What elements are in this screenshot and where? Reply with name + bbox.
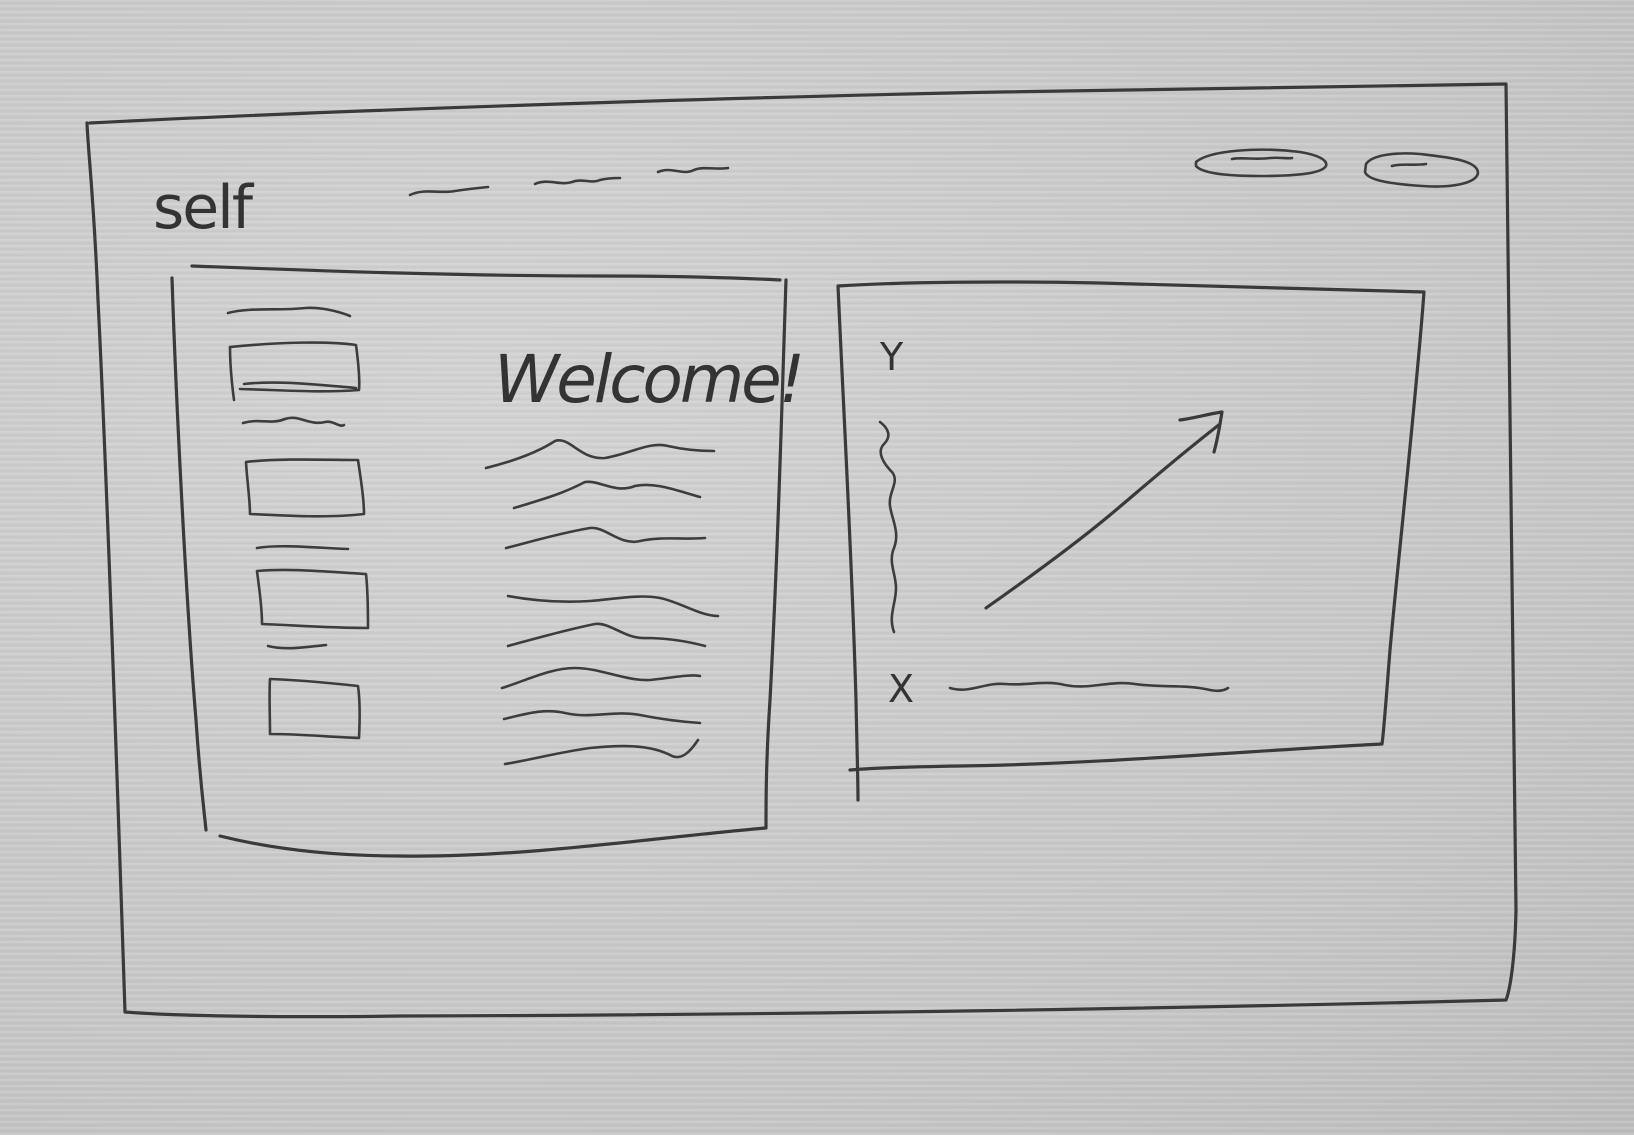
paragraph-line xyxy=(500,666,702,690)
nav-link-3[interactable] xyxy=(656,166,730,174)
secondary-action-button[interactable] xyxy=(1363,152,1480,188)
field-label-4 xyxy=(266,643,328,650)
trend-arrowhead xyxy=(1178,410,1224,454)
welcome-paragraph xyxy=(484,439,720,766)
paragraph-line xyxy=(503,738,700,766)
input-field-1[interactable] xyxy=(228,341,361,402)
chart-panel-frame xyxy=(836,280,1426,802)
y-axis-ticks xyxy=(878,420,898,634)
secondary-action-button-label xyxy=(1390,162,1428,168)
paragraph-line xyxy=(484,439,716,470)
x-axis-label: X xyxy=(888,667,914,711)
x-axis-ticks xyxy=(948,681,1230,693)
nav-link-2[interactable] xyxy=(533,176,622,186)
input-field-4[interactable] xyxy=(268,677,361,740)
field-label-3 xyxy=(255,544,350,551)
nav-link-1[interactable] xyxy=(408,185,490,197)
paragraph-line xyxy=(512,480,702,510)
app-logo[interactable]: self xyxy=(153,173,257,243)
logo-text: self xyxy=(153,173,255,243)
trend-line xyxy=(984,422,1222,610)
paragraph-line xyxy=(506,594,720,618)
left-panel-frame xyxy=(170,264,788,858)
paragraph-line xyxy=(504,526,707,550)
welcome-heading: Welcome! xyxy=(494,341,802,418)
y-axis-label: Y xyxy=(879,335,904,379)
input-field-3[interactable] xyxy=(255,568,370,630)
paragraph-line xyxy=(506,622,707,648)
input-field-2[interactable] xyxy=(244,458,366,518)
field-label-1 xyxy=(226,306,352,318)
paragraph-line xyxy=(502,709,702,725)
primary-action-button[interactable] xyxy=(1194,148,1328,178)
field-label-2 xyxy=(241,416,346,427)
app-window-frame xyxy=(85,82,1518,1019)
primary-action-button-label xyxy=(1230,156,1294,161)
